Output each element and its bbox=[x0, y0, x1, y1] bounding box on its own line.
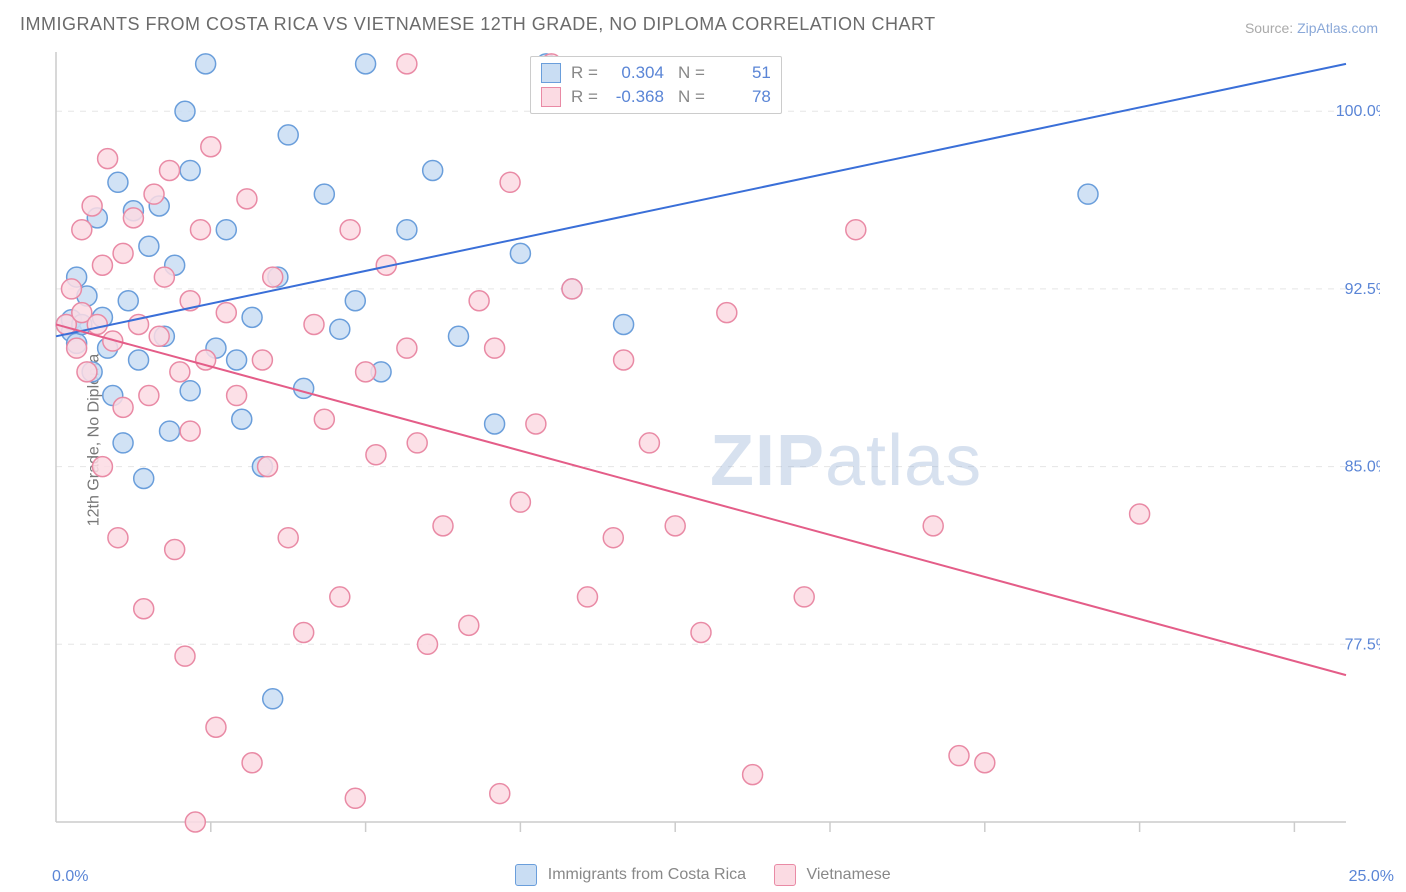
chart-svg: 77.5% 85.0% 92.5% 100.0% bbox=[46, 52, 1380, 842]
correlation-stats-box: R = 0.304 N = 51 R = -0.368 N = 78 bbox=[530, 56, 782, 114]
n-value-vietnamese: 78 bbox=[715, 87, 771, 107]
svg-text:100.0%: 100.0% bbox=[1336, 103, 1380, 120]
svg-text:92.5%: 92.5% bbox=[1345, 281, 1380, 298]
svg-text:77.5%: 77.5% bbox=[1345, 636, 1380, 653]
legend-label-costa-rica: Immigrants from Costa Rica bbox=[548, 866, 746, 883]
svg-text:85.0%: 85.0% bbox=[1345, 459, 1380, 476]
r-value-costa-rica: 0.304 bbox=[608, 63, 664, 83]
legend-swatch-vietnamese bbox=[774, 864, 796, 886]
n-value-costa-rica: 51 bbox=[715, 63, 771, 83]
r-value-vietnamese: -0.368 bbox=[608, 87, 664, 107]
legend-item-costa-rica: Immigrants from Costa Rica bbox=[515, 864, 746, 886]
stats-row-costa-rica: R = 0.304 N = 51 bbox=[541, 61, 771, 85]
chart-title: IMMIGRANTS FROM COSTA RICA VS VIETNAMESE… bbox=[20, 14, 936, 35]
n-label: N = bbox=[678, 63, 705, 83]
swatch-costa-rica bbox=[541, 63, 561, 83]
bottom-legend: Immigrants from Costa Rica Vietnamese bbox=[0, 864, 1406, 886]
stats-row-vietnamese: R = -0.368 N = 78 bbox=[541, 85, 771, 109]
r-label: R = bbox=[571, 63, 598, 83]
n-label: N = bbox=[678, 87, 705, 107]
swatch-vietnamese bbox=[541, 87, 561, 107]
legend-item-vietnamese: Vietnamese bbox=[774, 864, 891, 886]
plot-area: 77.5% 85.0% 92.5% 100.0% bbox=[46, 52, 1380, 842]
source-attribution: Source: ZipAtlas.com bbox=[1245, 20, 1378, 36]
source-name: ZipAtlas.com bbox=[1297, 20, 1378, 36]
legend-swatch-costa-rica bbox=[515, 864, 537, 886]
r-label: R = bbox=[571, 87, 598, 107]
source-label: Source: bbox=[1245, 20, 1293, 36]
legend-label-vietnamese: Vietnamese bbox=[806, 866, 890, 883]
